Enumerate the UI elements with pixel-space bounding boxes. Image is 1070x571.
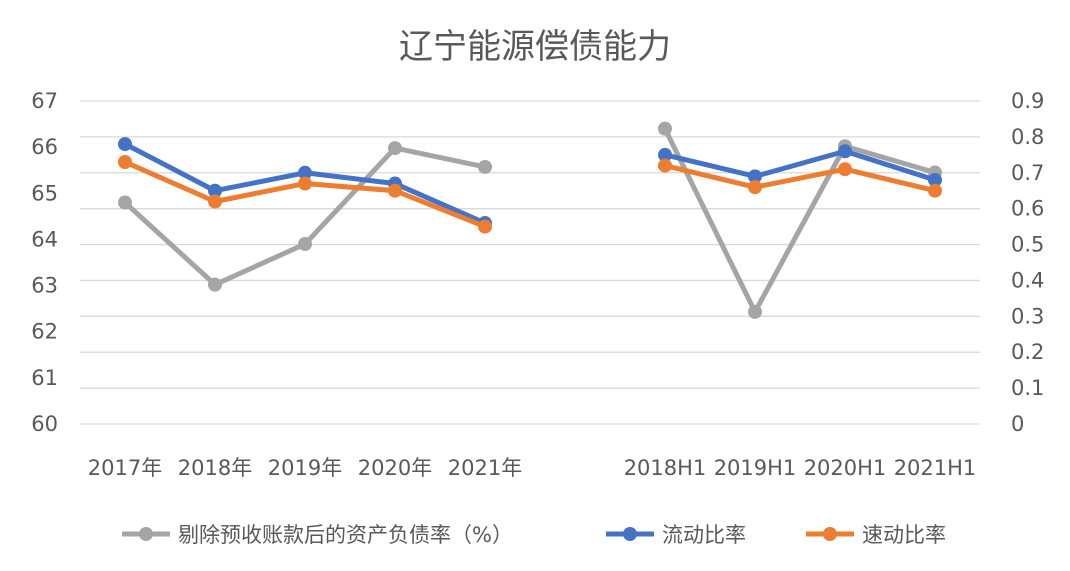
- data-point: [478, 219, 492, 234]
- legend-marker: [623, 527, 637, 541]
- data-point: [748, 169, 762, 184]
- x-axis-tick: 2019H1: [714, 456, 797, 480]
- data-point: [838, 162, 852, 177]
- left-axis: 60 61 62 63 64 65 66 67: [31, 89, 58, 436]
- series-left-A5A5A5: [118, 121, 942, 319]
- x-axis-tick: 2020年: [358, 456, 432, 480]
- x-axis-tick: 2017年: [88, 456, 162, 480]
- right-axis-tick: 0.8: [1011, 125, 1044, 149]
- data-point: [838, 144, 852, 159]
- data-point: [928, 172, 942, 187]
- right-axis-tick: 0.1: [1011, 376, 1044, 400]
- data-point: [478, 159, 492, 174]
- data-point: [748, 180, 762, 195]
- data-point: [388, 141, 402, 156]
- legend-marker: [139, 527, 153, 541]
- x-axis-tick: 2018H1: [624, 456, 707, 480]
- series-line: [664, 163, 936, 194]
- x-axis: 2017年 2018年 2019年 2020年 2021年 2018H1 2019H1 202…: [88, 456, 977, 480]
- x-axis-tick: 2021H1: [894, 456, 977, 480]
- data-point: [658, 158, 672, 173]
- x-axis-tick: 2018年: [178, 456, 252, 480]
- series-line: [662, 127, 936, 315]
- legend-label: 流动比率: [662, 523, 746, 547]
- legend: 剔除预收账款后的资产负债率（%） 流动比率 速动比率: [122, 523, 946, 547]
- right-axis-tick: 0.6: [1011, 197, 1044, 221]
- left-axis-tick: 61: [31, 366, 58, 390]
- left-axis-tick: 60: [31, 412, 58, 436]
- gridlines: [80, 100, 980, 425]
- legend-label: 剔除预收账款后的资产负债率（%）: [178, 523, 513, 547]
- right-axis-tick: 0.9: [1011, 89, 1044, 113]
- right-axis-tick: 0.3: [1011, 304, 1044, 328]
- right-axis: 0 0.1 0.2 0.3 0.4 0.5 0.6 0.7 0.8 0.9: [1011, 89, 1044, 436]
- data-point: [208, 183, 222, 198]
- x-axis-tick: 2021年: [448, 456, 522, 480]
- series-right-4472C4: [118, 137, 942, 231]
- data-point: [118, 155, 132, 170]
- left-axis-tick: 65: [31, 181, 58, 205]
- legend-item: 剔除预收账款后的资产负债率（%）: [122, 523, 513, 547]
- right-axis-tick: 0.7: [1011, 161, 1044, 185]
- legend-item: 速动比率: [806, 523, 946, 547]
- data-point: [298, 165, 312, 180]
- x-axis-tick: 2020H1: [804, 456, 887, 480]
- data-point: [208, 277, 222, 292]
- data-point: [208, 194, 222, 209]
- data-point: [748, 304, 762, 319]
- data-point: [298, 176, 312, 191]
- data-point: [118, 195, 132, 210]
- right-axis-tick: 0.5: [1011, 233, 1044, 257]
- left-axis-tick: 63: [31, 274, 58, 298]
- x-axis-tick: 2019年: [268, 456, 342, 480]
- data-point: [928, 183, 942, 198]
- left-axis-tick: 64: [31, 227, 58, 251]
- left-axis-tick: 66: [31, 135, 58, 159]
- series-right-ED7D31: [118, 155, 942, 234]
- data-point: [658, 121, 672, 136]
- left-axis-tick: 62: [31, 320, 58, 344]
- series-line: [664, 148, 936, 183]
- data-point: [658, 147, 672, 162]
- left-axis-tick: 67: [31, 89, 58, 113]
- right-axis-tick: 0.2: [1011, 340, 1044, 364]
- legend-label: 速动比率: [862, 523, 946, 547]
- data-point: [298, 237, 312, 252]
- data-point: [118, 137, 132, 152]
- right-axis-tick: 0.4: [1011, 268, 1044, 292]
- legend-item: 流动比率: [606, 523, 746, 547]
- chart-title: 辽宁能源偿债能力: [399, 27, 671, 67]
- data-point: [388, 183, 402, 198]
- legend-marker: [823, 527, 837, 541]
- series-layer: [118, 121, 942, 319]
- right-axis-tick: 0: [1011, 412, 1024, 436]
